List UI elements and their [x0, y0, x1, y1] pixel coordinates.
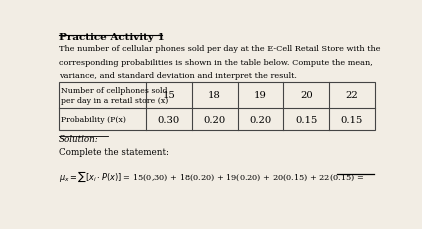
- Text: The number of cellular phones sold per day at the E-Cell Retail Store with the: The number of cellular phones sold per d…: [59, 45, 380, 53]
- Text: 19: 19: [254, 91, 267, 100]
- Text: 18: 18: [208, 91, 221, 100]
- Text: Number of cellphones sold: Number of cellphones sold: [61, 86, 168, 94]
- Text: per day in a retail store (x): per day in a retail store (x): [61, 97, 168, 105]
- Text: Practice Activity 1: Practice Activity 1: [59, 33, 165, 42]
- Text: 20: 20: [300, 91, 313, 100]
- Text: Probability (P(x): Probability (P(x): [61, 116, 126, 124]
- Text: 0.15: 0.15: [295, 115, 317, 124]
- Text: Complete the statement:: Complete the statement:: [59, 148, 169, 157]
- Text: variance, and standard deviation and interpret the result.: variance, and standard deviation and int…: [59, 71, 297, 79]
- Text: 0.20: 0.20: [249, 115, 271, 124]
- Text: Solution:: Solution:: [59, 134, 98, 143]
- Text: 0.30: 0.30: [158, 115, 180, 124]
- Text: corresponding probabilities is shown in the table below. Compute the mean,: corresponding probabilities is shown in …: [59, 58, 373, 66]
- Bar: [59, 82, 375, 131]
- Text: 0.20: 0.20: [203, 115, 226, 124]
- Text: 0.15: 0.15: [341, 115, 363, 124]
- Text: $\mu_x = \sum[x_i \cdot P(x)]$ = 15(0,30) + 18(0.20) + 19(0.20) + 20(0.15) + 22(: $\mu_x = \sum[x_i \cdot P(x)]$ = 15(0,30…: [59, 169, 365, 183]
- Text: 15: 15: [162, 91, 175, 100]
- Text: 22: 22: [346, 91, 358, 100]
